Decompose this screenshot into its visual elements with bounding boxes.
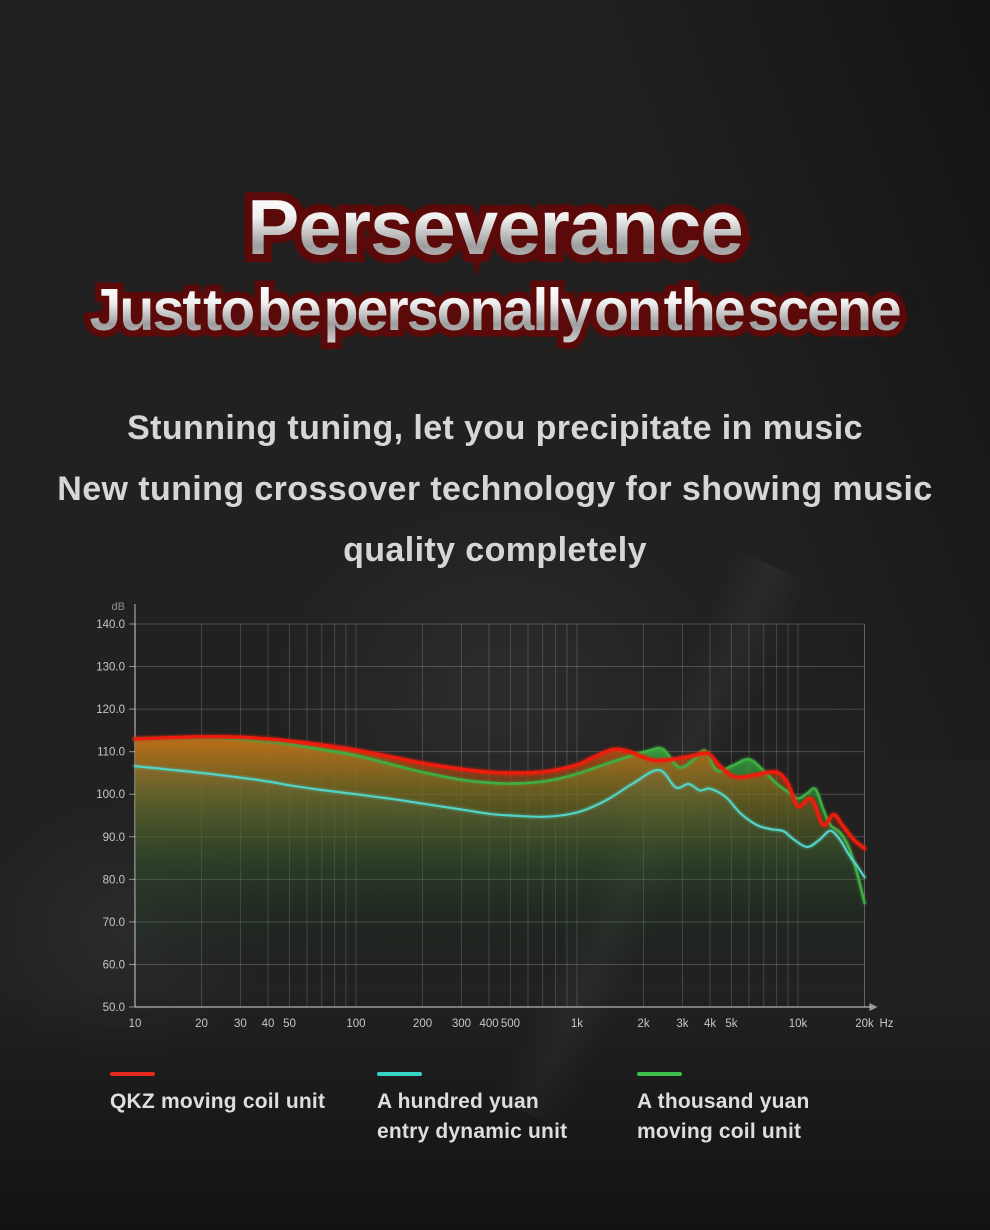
svg-text:50: 50	[283, 1018, 296, 1030]
svg-text:200: 200	[413, 1018, 432, 1030]
svg-text:110.0: 110.0	[97, 747, 125, 759]
svg-text:70.0: 70.0	[103, 917, 125, 929]
svg-text:40: 40	[262, 1018, 275, 1030]
legend-label-qkz: QKZ moving coil unit	[110, 1090, 326, 1113]
page-subtitle: Just to be personally on the scene Just …	[0, 271, 990, 350]
svg-text:4k: 4k	[704, 1018, 716, 1030]
svg-text:500: 500	[501, 1018, 520, 1030]
svg-text:5k: 5k	[725, 1018, 737, 1030]
svg-text:10k: 10k	[789, 1018, 808, 1030]
legend-item-thousand-yuan: A thousand yuan moving coil unit	[637, 1072, 810, 1147]
page-title: Perseverance Perseverance	[0, 175, 990, 279]
svg-text:dB: dB	[112, 601, 125, 613]
svg-text:1k: 1k	[571, 1018, 583, 1030]
description-line-2: New tuning crossover technology for show…	[57, 470, 933, 508]
svg-text:20k: 20k	[855, 1018, 874, 1030]
description-line-3: quality completely	[343, 531, 647, 569]
legend-item-qkz: QKZ moving coil unit	[110, 1072, 325, 1117]
svg-text:20: 20	[195, 1018, 208, 1030]
page-subtitle-outline: Just to be personally on the scene	[83, 271, 908, 350]
svg-text:100.0: 100.0	[96, 789, 125, 801]
svg-text:80.0: 80.0	[103, 874, 125, 886]
svg-text:10: 10	[129, 1018, 142, 1030]
legend-item-hundred-yuan: A hundred yuan entry dynamic unit	[377, 1072, 567, 1147]
svg-text:400: 400	[479, 1018, 498, 1030]
legend-swatch-green	[637, 1072, 682, 1076]
description-line-1: Stunning tuning, let you precipitate in …	[127, 409, 863, 447]
legend-label-thousand-yuan: A thousand yuan moving coil unit	[637, 1090, 810, 1143]
description: Stunning tuning, let you precipitate in …	[0, 398, 990, 581]
svg-text:130.0: 130.0	[96, 662, 125, 674]
svg-text:2k: 2k	[637, 1018, 649, 1030]
legend-label-hundred-yuan: A hundred yuan entry dynamic unit	[377, 1090, 568, 1143]
svg-text:100: 100	[346, 1018, 365, 1030]
svg-text:3k: 3k	[676, 1018, 688, 1030]
legend-swatch-red	[110, 1072, 155, 1076]
svg-text:90.0: 90.0	[103, 832, 125, 844]
svg-text:50.0: 50.0	[103, 1002, 125, 1014]
legend-swatch-cyan	[377, 1072, 422, 1076]
svg-text:120.0: 120.0	[96, 704, 125, 716]
svg-text:140.0: 140.0	[96, 619, 125, 631]
svg-text:300: 300	[452, 1018, 471, 1030]
page-title-outline: Perseverance	[239, 175, 751, 279]
svg-text:30: 30	[234, 1018, 247, 1030]
page-title-text: Perseverance	[247, 183, 743, 271]
svg-text:60.0: 60.0	[103, 959, 125, 971]
svg-text:Hz: Hz	[880, 1018, 894, 1030]
